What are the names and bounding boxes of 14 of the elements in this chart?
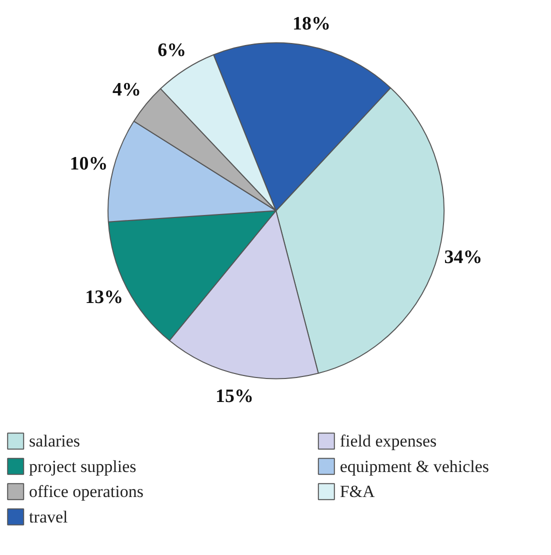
- legend-label: travel: [29, 507, 68, 526]
- data-label: 4%: [112, 80, 141, 101]
- data-label: 15%: [216, 386, 254, 407]
- legend-label: F&A: [340, 482, 376, 502]
- data-label: 18%: [292, 13, 331, 34]
- legend-label: equipment & vehicles: [340, 456, 490, 476]
- data-label: 13%: [85, 287, 124, 308]
- legend-label: office operations: [29, 482, 144, 502]
- legend-label: project supplies: [29, 456, 136, 476]
- data-label: 34%: [444, 246, 482, 268]
- legend-label: field expenses: [340, 432, 437, 451]
- legend-label: salaries: [29, 432, 80, 451]
- data-label: 6%: [158, 40, 186, 62]
- data-label: 10%: [70, 154, 108, 175]
